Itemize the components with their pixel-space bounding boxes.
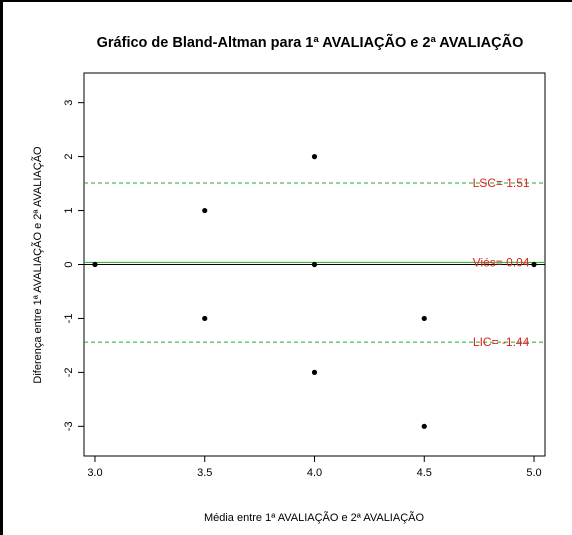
y-tick-label: 1	[63, 207, 75, 213]
reference-label-lic: LIC= -1.44	[473, 335, 530, 349]
x-axis-label: Média entre 1ª AVALIAÇÃO e 2ª AVALIAÇÃO	[204, 511, 425, 524]
data-points	[92, 154, 537, 429]
y-tick-label: 0	[63, 261, 75, 267]
y-tick-label: -3	[63, 421, 75, 431]
data-point	[421, 315, 427, 322]
x-tick-label: 5.0	[526, 467, 541, 479]
data-point	[202, 315, 208, 322]
y-tick-label: -2	[63, 367, 75, 377]
x-tick-label: 3.0	[87, 467, 102, 479]
data-point	[311, 369, 318, 375]
data-point	[202, 207, 208, 214]
y-axis-label: Diferença entre 1ª AVALIAÇÃO e 2ª AVALIA…	[31, 146, 44, 384]
data-point	[311, 261, 318, 268]
x-tick-label: 3.5	[197, 467, 212, 479]
y-tick-label: 2	[63, 154, 75, 160]
y-tick-label: 3	[63, 100, 75, 106]
axes: 3.0 3.5 4.0 4.5 5.0 -3 -2 -1 0 1 2 3	[63, 100, 542, 479]
data-point	[311, 154, 318, 160]
y-tick-label: -1	[63, 314, 75, 324]
reference-label-lsc: LSC= 1.51	[473, 176, 530, 190]
x-tick-label: 4.0	[307, 467, 322, 479]
reference-line-labels: Viés= 0.04 LSC= 1.51 LIC= -1.44	[473, 176, 530, 349]
data-point	[421, 423, 427, 429]
chart-title: Gráfico de Bland-Altman para 1ª AVALIAÇÃ…	[97, 33, 524, 51]
x-tick-label: 4.5	[417, 467, 432, 479]
data-point	[531, 261, 537, 268]
data-point	[92, 261, 98, 268]
reference-label-vies: Viés= 0.04	[473, 255, 530, 269]
